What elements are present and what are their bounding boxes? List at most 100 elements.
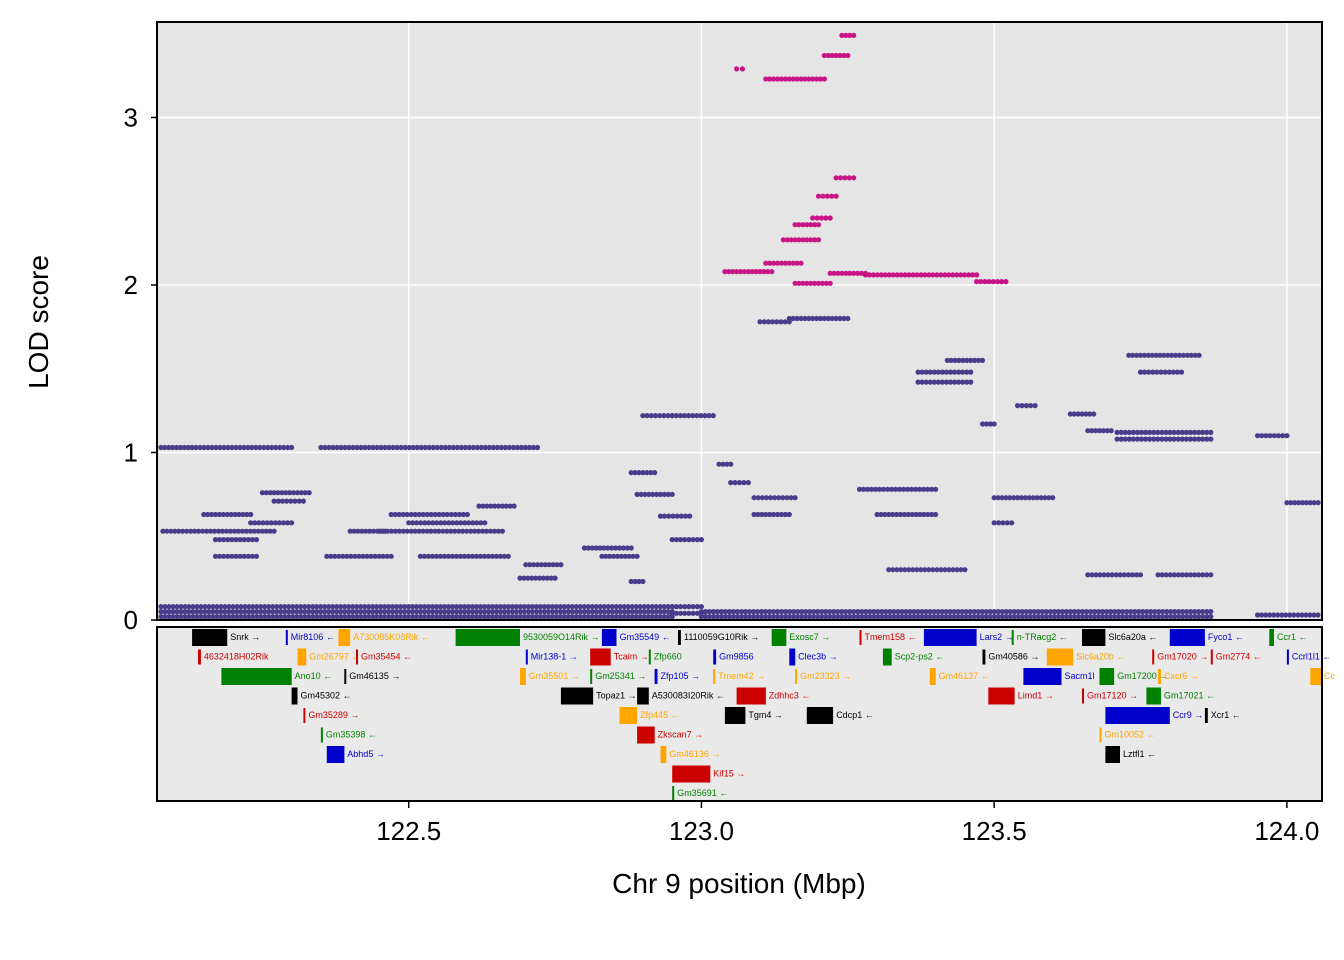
gene-box bbox=[1158, 669, 1161, 684]
lod-point bbox=[453, 553, 459, 559]
gene-box bbox=[654, 669, 658, 684]
gene-label: Cc bbox=[1324, 671, 1335, 681]
gene-box bbox=[637, 687, 649, 705]
lod-point bbox=[162, 614, 168, 620]
lod-point bbox=[482, 520, 488, 526]
lod-point bbox=[529, 575, 535, 581]
lod-point bbox=[344, 553, 350, 559]
lod-point bbox=[330, 444, 336, 451]
lod-point bbox=[1136, 614, 1142, 620]
lod-point bbox=[890, 511, 896, 518]
lod-point bbox=[434, 604, 440, 610]
gene-box bbox=[619, 707, 638, 724]
lod-point bbox=[843, 270, 849, 276]
lod-point bbox=[1147, 436, 1153, 442]
lod-point bbox=[698, 604, 705, 610]
lod-point bbox=[453, 609, 460, 615]
lod-point bbox=[763, 511, 769, 518]
lod-point bbox=[710, 609, 717, 615]
lod-point bbox=[1299, 500, 1306, 506]
lod-point bbox=[951, 369, 958, 375]
lod-point bbox=[473, 604, 480, 610]
lod-point bbox=[804, 280, 810, 286]
gene-box bbox=[1310, 668, 1321, 685]
lod-point bbox=[302, 609, 308, 615]
lod-point bbox=[716, 461, 722, 467]
lod-point bbox=[964, 379, 970, 385]
lod-point bbox=[1028, 403, 1034, 409]
lod-point bbox=[1099, 609, 1106, 615]
lod-point bbox=[164, 528, 170, 534]
lod-point bbox=[634, 553, 640, 559]
lod-point bbox=[525, 609, 532, 615]
lod-point bbox=[860, 486, 867, 492]
lod-point bbox=[1126, 436, 1132, 442]
lod-point bbox=[975, 357, 982, 363]
lod-point bbox=[1140, 614, 1146, 620]
lod-point bbox=[445, 614, 452, 620]
lod-point bbox=[1075, 614, 1081, 620]
lod-point bbox=[726, 614, 733, 620]
lod-point bbox=[827, 270, 833, 276]
lod-point bbox=[214, 609, 220, 615]
lod-point bbox=[755, 495, 761, 501]
lod-point bbox=[440, 511, 446, 518]
lod-point bbox=[890, 567, 896, 573]
lod-point bbox=[495, 503, 502, 509]
gene-box bbox=[356, 649, 358, 665]
gene-label: Gm35501 → bbox=[529, 671, 580, 681]
lod-point bbox=[476, 503, 482, 509]
lod-point bbox=[485, 609, 492, 615]
lod-point bbox=[935, 609, 941, 615]
lod-point bbox=[1280, 433, 1286, 439]
lod-point bbox=[533, 575, 539, 581]
lod-point bbox=[1079, 411, 1085, 417]
lod-point bbox=[565, 604, 571, 610]
lod-point bbox=[645, 614, 651, 620]
lod-point bbox=[999, 495, 1005, 501]
lod-point bbox=[1089, 572, 1095, 578]
lod-point bbox=[657, 609, 663, 615]
lod-point bbox=[552, 575, 558, 581]
lod-point bbox=[747, 609, 753, 615]
lod-point bbox=[673, 537, 680, 543]
lod-point bbox=[392, 528, 398, 534]
lod-point bbox=[694, 604, 700, 610]
gene-box bbox=[338, 629, 351, 646]
lod-point bbox=[521, 604, 528, 610]
lod-point bbox=[370, 614, 376, 620]
lod-point bbox=[806, 76, 812, 82]
lod-point bbox=[434, 614, 440, 620]
lod-point bbox=[665, 614, 671, 620]
lod-point bbox=[827, 614, 833, 620]
lod-point bbox=[1178, 369, 1185, 375]
lod-point bbox=[1180, 352, 1186, 358]
lod-point bbox=[780, 237, 787, 243]
lod-point bbox=[948, 357, 954, 363]
lod-point bbox=[449, 609, 456, 615]
lod-point bbox=[963, 609, 969, 615]
lod-point bbox=[232, 511, 238, 518]
lod-point bbox=[1259, 612, 1265, 618]
lod-point bbox=[501, 604, 507, 610]
lod-point bbox=[189, 444, 195, 451]
lod-point bbox=[326, 444, 332, 451]
lod-point bbox=[628, 545, 634, 551]
lod-point bbox=[509, 609, 515, 615]
lod-point bbox=[956, 379, 962, 385]
lod-point bbox=[1130, 429, 1136, 435]
lod-point bbox=[1050, 495, 1056, 501]
lod-point bbox=[378, 609, 384, 615]
lod-point bbox=[217, 537, 223, 543]
lod-point bbox=[530, 444, 537, 451]
gene-box bbox=[923, 629, 977, 646]
lod-point bbox=[1091, 411, 1097, 417]
gene-label: Clec3b → bbox=[798, 652, 838, 662]
lod-point bbox=[666, 513, 672, 519]
lod-point bbox=[990, 279, 996, 285]
lod-point bbox=[210, 614, 216, 620]
gene-label: Tgm4 → bbox=[748, 710, 783, 720]
lod-point bbox=[609, 609, 615, 615]
lod-point bbox=[922, 272, 928, 278]
lod-point bbox=[432, 528, 438, 534]
